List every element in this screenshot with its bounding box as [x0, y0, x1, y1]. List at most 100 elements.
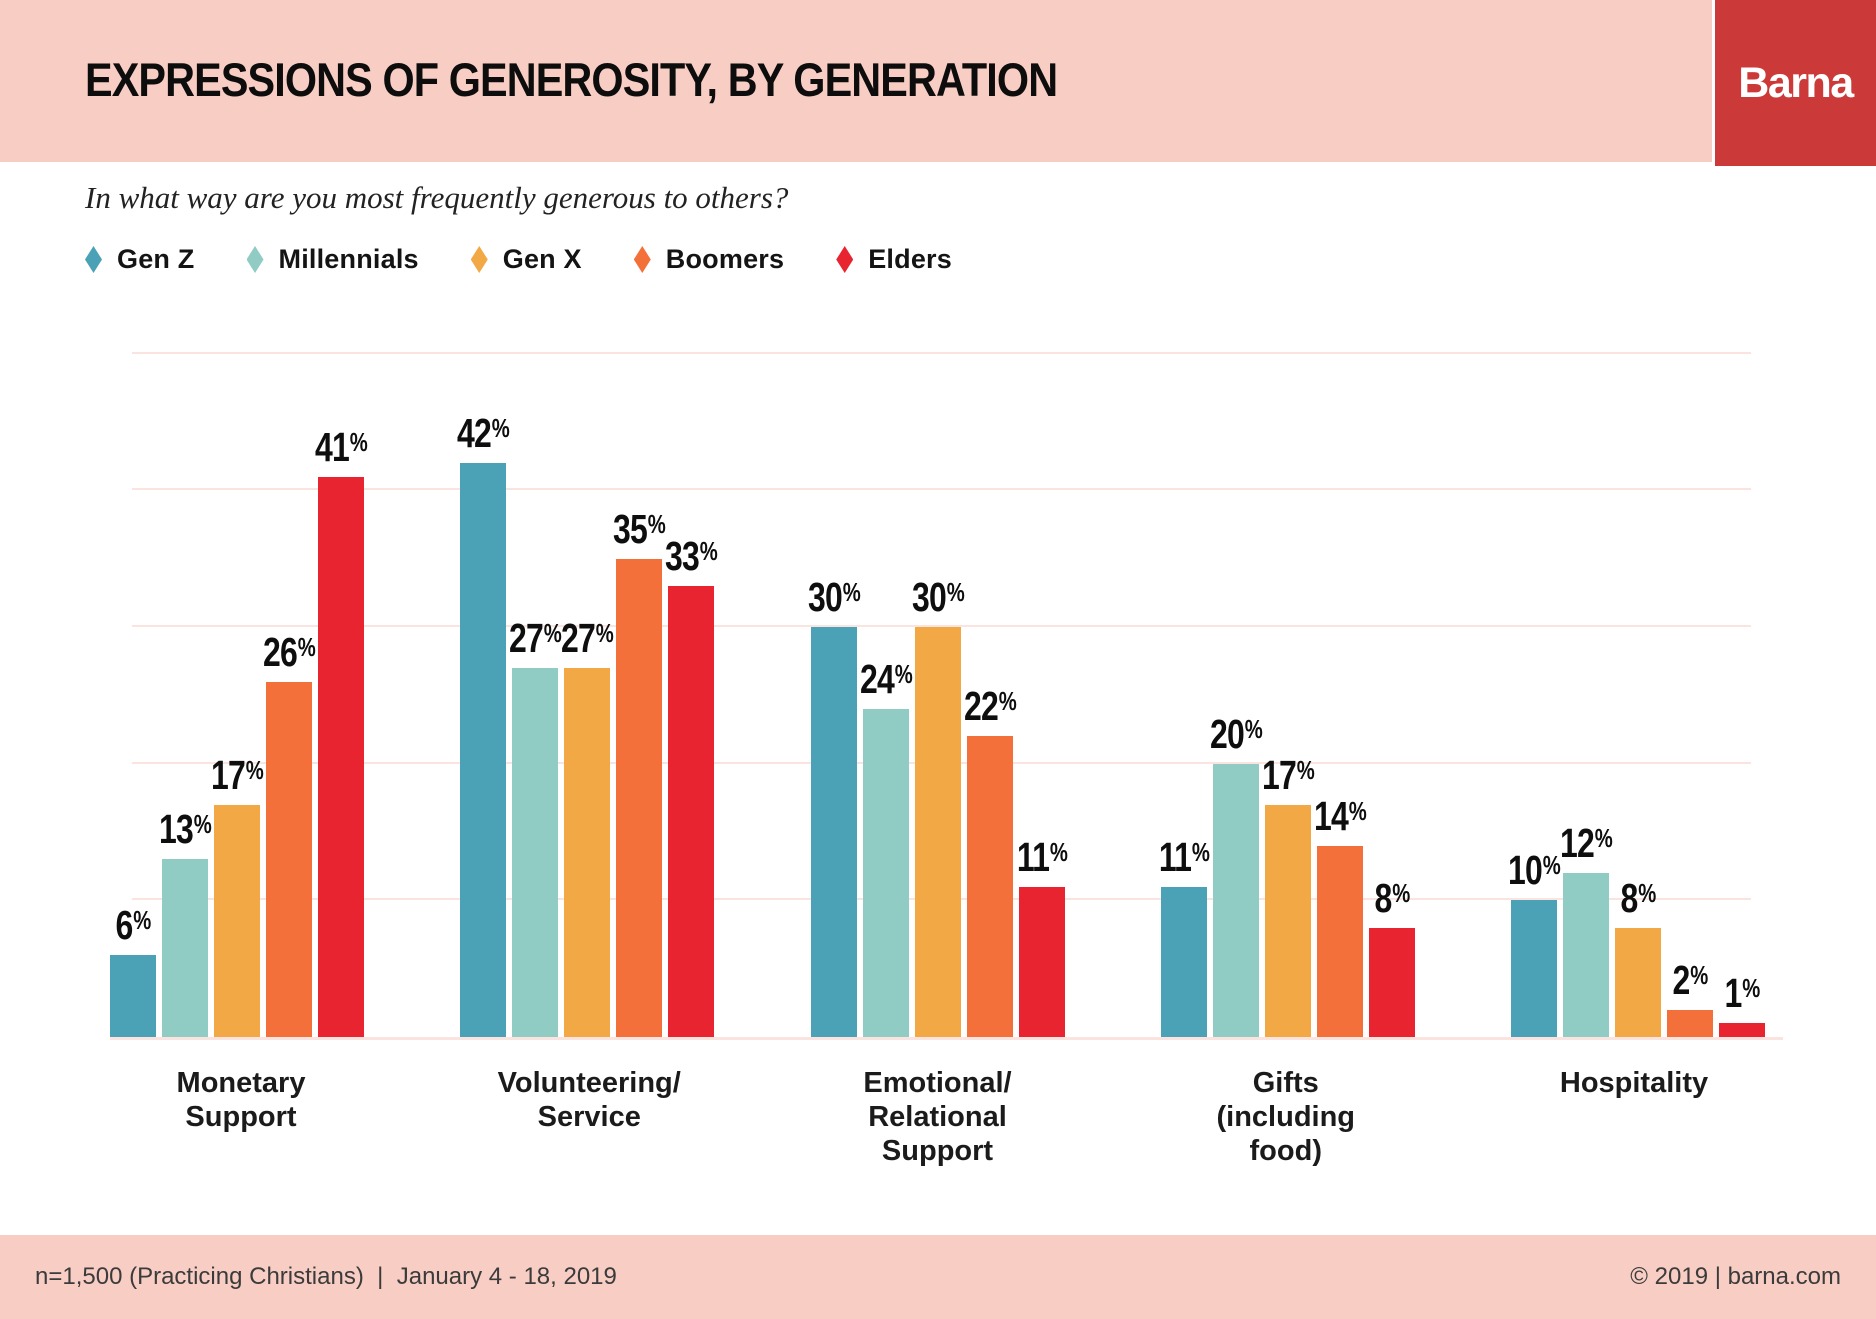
- bar-value-label: 41%: [314, 423, 368, 470]
- bar-millennials-1: 27%: [509, 615, 562, 1037]
- bar-elders-2: 11%: [1016, 834, 1067, 1037]
- bar-boomers-3: 14%: [1314, 793, 1367, 1037]
- bar-group-3: 11% 20% 17% 14% 8%: [1159, 711, 1415, 1037]
- bar-value-label: 26%: [262, 628, 316, 675]
- percent-sign: %: [1594, 822, 1613, 853]
- bar-value-label: 17%: [1261, 751, 1315, 798]
- legend-diamond-icon: [633, 246, 651, 273]
- bar-group-4: 10% 12% 8% 2% 1%: [1508, 820, 1765, 1037]
- bar-boomers-0: 26%: [263, 629, 316, 1037]
- bar-value-label: 1%: [1724, 970, 1760, 1017]
- barna-logo: Barna: [1715, 0, 1876, 166]
- percent-sign: %: [700, 535, 718, 566]
- category-label-4: Hospitality: [1559, 1067, 1709, 1099]
- bar-gen-x-4: 8%: [1615, 875, 1661, 1037]
- bar-millennials-2: 24%: [859, 656, 912, 1037]
- category-labels-row: Monetary Support Volunteering/ Service Emo…: [110, 1066, 1765, 1169]
- footer-sample-info: n=1,500 (Practicing Christians) | Januar…: [35, 1263, 617, 1290]
- legend-diamond-icon: [836, 246, 854, 273]
- bar-value-label: 12%: [1559, 819, 1613, 866]
- gridline-30: [132, 624, 1751, 627]
- bar-gen-x-1: 27%: [561, 615, 614, 1037]
- bar-value-label: 11%: [1158, 833, 1210, 880]
- bar-gen-z-1: 42%: [457, 410, 510, 1037]
- bar-value-label: 27%: [509, 614, 562, 661]
- percent-sign: %: [842, 576, 860, 607]
- bar-millennials-4: 12%: [1560, 820, 1613, 1037]
- x-axis-baseline: [110, 1037, 1783, 1040]
- footer-copyright: © 2019 | barna.com: [1630, 1263, 1841, 1290]
- percent-sign: %: [1542, 850, 1561, 881]
- category-label-2: Emotional/ Relational Support: [863, 1067, 1012, 1168]
- percent-sign: %: [133, 904, 151, 935]
- bar-elders-0: 41%: [315, 424, 368, 1037]
- bar-value-label: 17%: [210, 751, 264, 798]
- bar-value-label: 35%: [613, 505, 666, 552]
- legend-label: Elders: [868, 244, 952, 274]
- bar-value-label: 8%: [1374, 874, 1410, 921]
- percent-sign: %: [245, 754, 264, 785]
- bar-gen-x-3: 17%: [1262, 752, 1315, 1037]
- footer-band: n=1,500 (Practicing Christians) | Januar…: [0, 1235, 1876, 1319]
- legend-diamond-icon: [246, 246, 264, 273]
- chart-legend: Gen Z Millennials Gen X Boomers Elders: [85, 244, 952, 275]
- bar-value-label: 33%: [665, 532, 718, 579]
- bar-elders-1: 33%: [665, 533, 718, 1037]
- percent-sign: %: [1244, 713, 1263, 744]
- bar-value-label: 42%: [457, 409, 510, 456]
- gridline-50: [132, 351, 1751, 354]
- bar-value-label: 14%: [1313, 792, 1367, 839]
- percent-sign: %: [544, 617, 562, 648]
- legend-diamond-icon: [470, 246, 488, 273]
- bar-value-label: 6%: [115, 901, 151, 948]
- bar-gen-x-2: 30%: [911, 574, 964, 1037]
- bar-group-0: 6% 13% 17% 26% 41%: [110, 424, 368, 1037]
- legend-label: Boomers: [665, 244, 785, 274]
- bar-boomers-2: 22%: [963, 683, 1016, 1037]
- survey-question: In what way are you most frequently gene…: [85, 180, 789, 215]
- legend-item-boomers: Boomers: [633, 244, 785, 275]
- percent-sign: %: [1742, 973, 1760, 1004]
- percent-sign: %: [1296, 754, 1315, 785]
- legend-item-millennials: Millennials: [246, 244, 419, 275]
- legend-item-gen-z: Gen Z: [85, 244, 195, 275]
- bar-group-2: 30% 24% 30% 22% 11%: [807, 574, 1067, 1037]
- bar-value-label: 22%: [963, 683, 1016, 730]
- category-label-1: Volunteering/ Service: [497, 1067, 681, 1134]
- category-label-3: Gifts (including food): [1216, 1067, 1356, 1168]
- percent-sign: %: [349, 426, 368, 457]
- percent-sign: %: [1638, 877, 1656, 908]
- percent-sign: %: [492, 412, 510, 443]
- bar-boomers-4: 2%: [1667, 957, 1713, 1037]
- barna-logo-text: Barna: [1738, 58, 1854, 107]
- bar-gen-z-2: 30%: [807, 574, 860, 1037]
- percent-sign: %: [1348, 795, 1367, 826]
- bar-gen-z-4: 10%: [1508, 847, 1561, 1037]
- bar-group-1: 42% 27% 27% 35% 33%: [457, 410, 718, 1037]
- legend-item-gen-x: Gen X: [470, 244, 582, 275]
- percent-sign: %: [297, 631, 316, 662]
- bar-value-label: 30%: [911, 573, 964, 620]
- plot-area: 6% 13% 17% 26% 41% 42% 27% 27% 35% 33% 30% 24% 30% 22…: [110, 283, 1783, 1040]
- bar-gen-z-3: 11%: [1159, 834, 1210, 1037]
- bar-value-label: 2%: [1672, 956, 1708, 1003]
- bar-elders-3: 8%: [1368, 875, 1415, 1037]
- bar-value-label: 11%: [1016, 833, 1067, 880]
- percent-sign: %: [596, 617, 614, 648]
- page-title: EXPRESSIONS OF GENEROSITY, BY GENERATION: [85, 53, 1058, 106]
- bar-gen-z-0: 6%: [110, 902, 156, 1037]
- percent-sign: %: [193, 809, 212, 840]
- legend-label: Gen X: [502, 244, 582, 274]
- bar-groups-row: 6% 13% 17% 26% 41% 42% 27% 27% 35% 33% 30% 24% 30% 22…: [110, 283, 1765, 1037]
- percent-sign: %: [998, 686, 1016, 717]
- bar-value-label: 8%: [1620, 874, 1656, 921]
- percent-sign: %: [1392, 877, 1410, 908]
- bar-value-label: 20%: [1209, 710, 1263, 757]
- gridline-40: [132, 488, 1751, 491]
- percent-sign: %: [648, 508, 666, 539]
- percent-sign: %: [1049, 836, 1067, 867]
- legend-item-elders: Elders: [836, 244, 952, 275]
- percent-sign: %: [1191, 836, 1210, 867]
- bar-value-label: 24%: [859, 655, 912, 702]
